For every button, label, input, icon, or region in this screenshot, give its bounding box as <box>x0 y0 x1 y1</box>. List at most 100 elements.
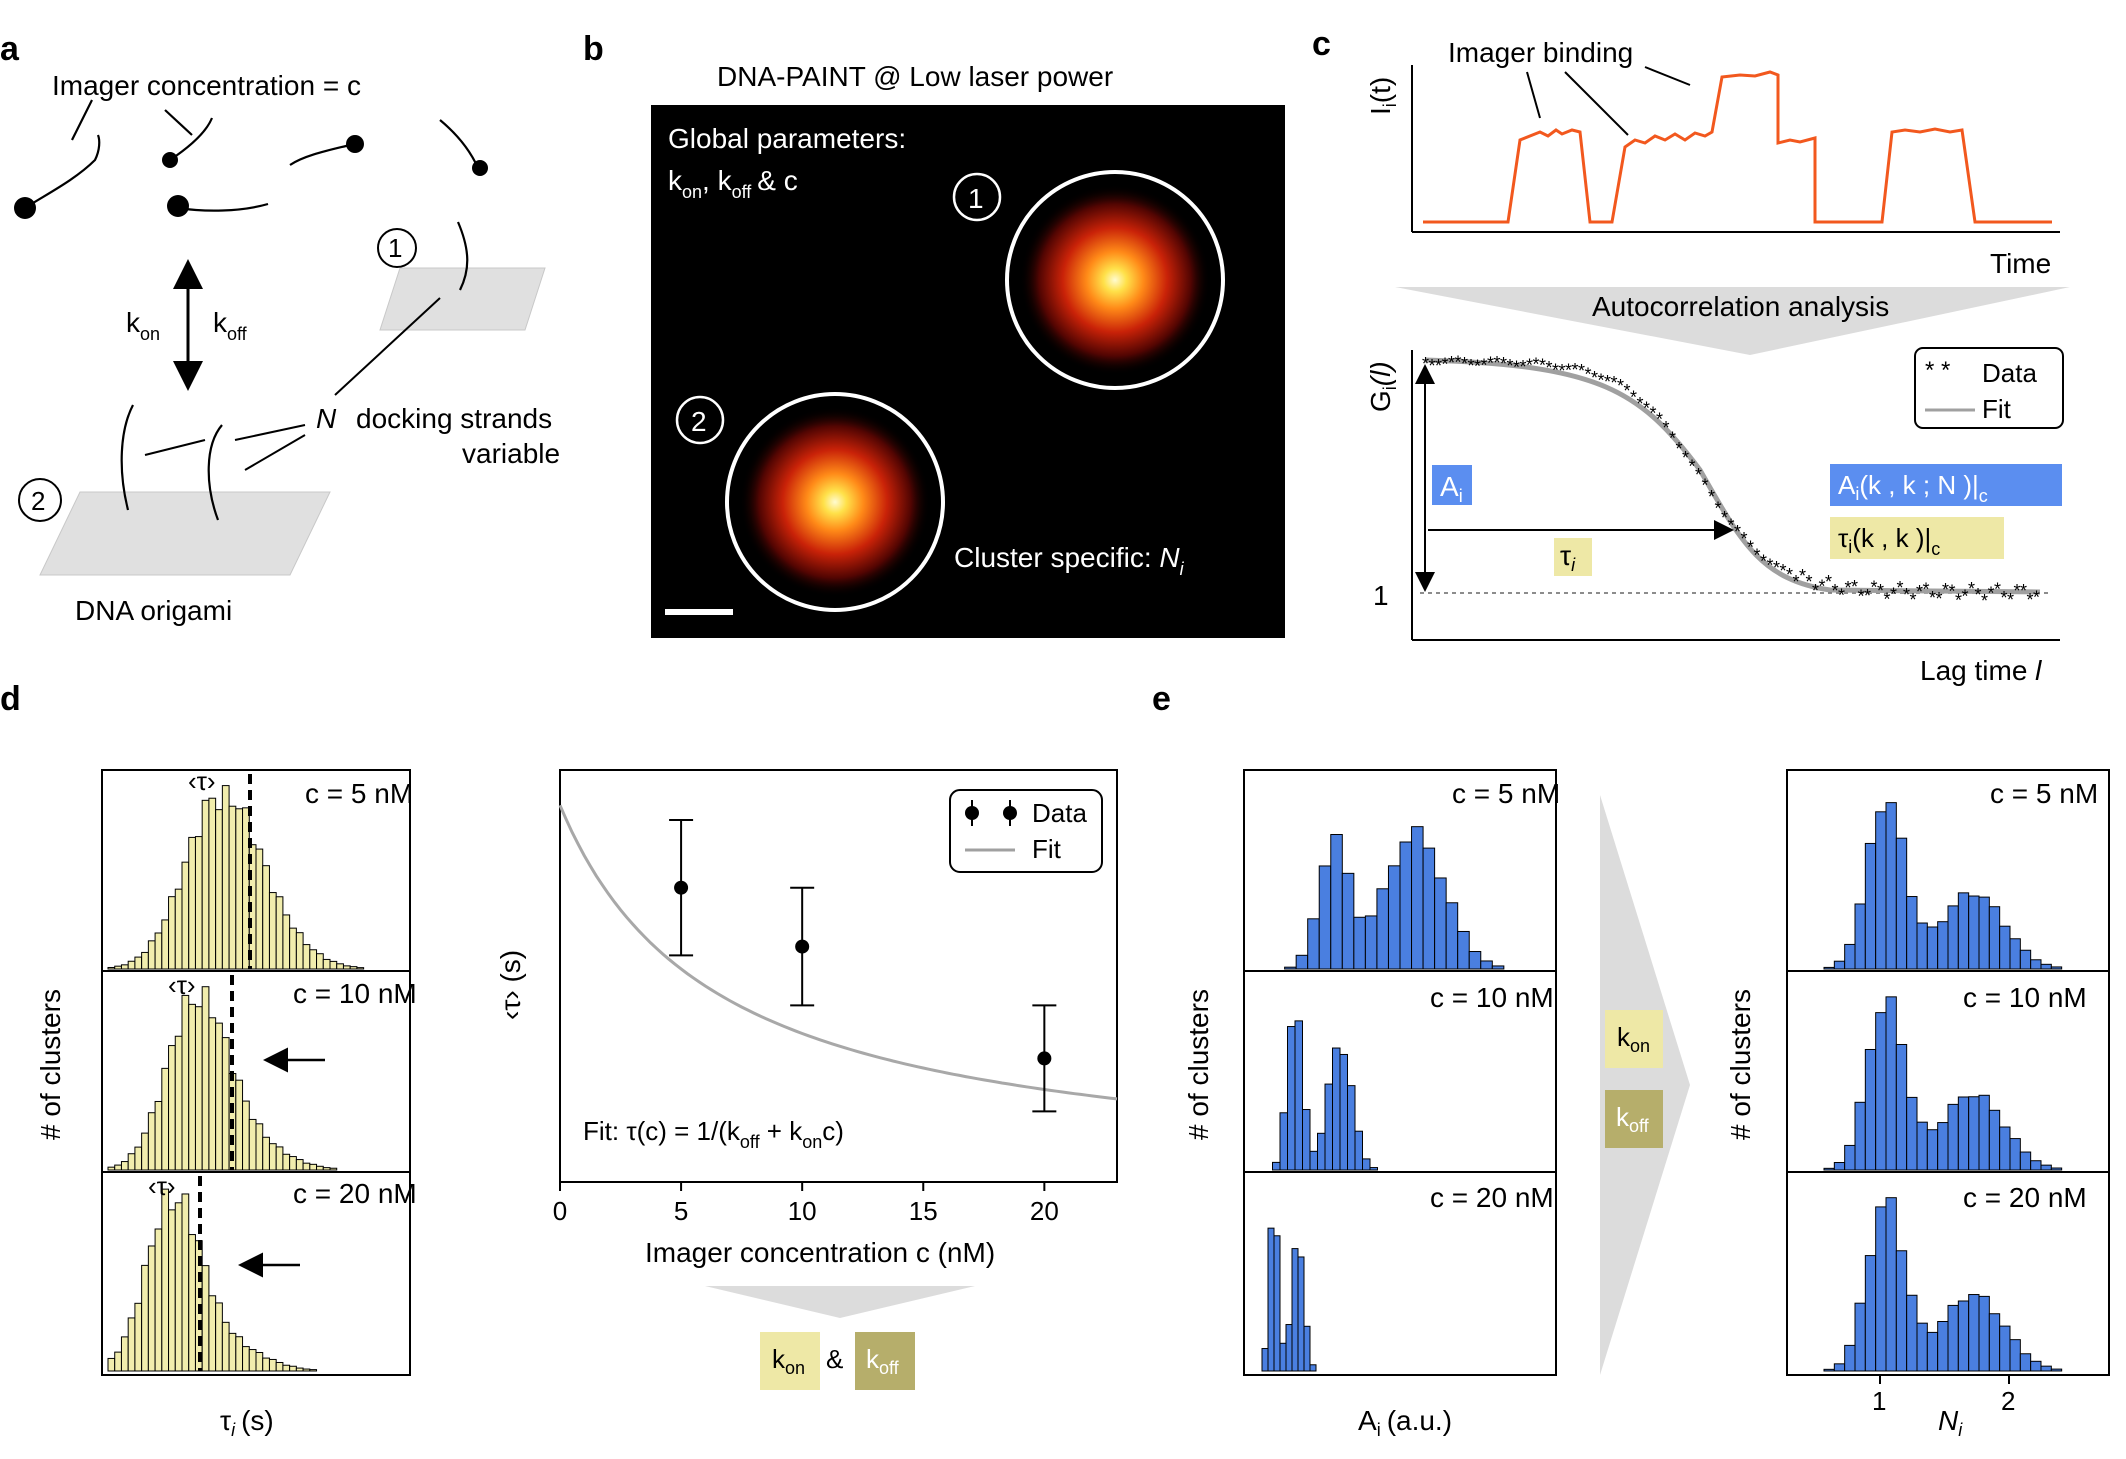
data-star: * <box>1741 529 1748 549</box>
x-tick-label: 20 <box>1030 1196 1059 1226</box>
hist-bar <box>1864 1048 1877 1171</box>
hist-bar <box>1864 1255 1877 1372</box>
hist-bar <box>1895 837 1908 970</box>
hist-bar <box>2019 1353 2032 1372</box>
data-star: * <box>1513 358 1520 378</box>
hist-bar <box>1844 943 1856 970</box>
hist-bar <box>188 1234 196 1372</box>
hist-bar <box>1457 930 1470 970</box>
data-star: * <box>1936 589 1943 609</box>
scatter-ylabel: ‹τ› (s) <box>495 950 526 1020</box>
hist-bar <box>275 896 284 970</box>
hist-bar <box>181 861 190 970</box>
e-left-frame <box>1243 769 1557 1376</box>
hist-bar <box>120 964 129 970</box>
hist-bar <box>141 1132 149 1171</box>
n-tick-1: 1 <box>1872 1386 1886 1416</box>
data-star: * <box>1877 581 1884 601</box>
hist-bar <box>174 1202 183 1372</box>
tau-box <box>1554 538 1592 576</box>
hist-bar <box>1317 1132 1326 1171</box>
hist-bar <box>302 1368 311 1372</box>
data-star: * <box>1929 588 1936 608</box>
hist-bar <box>2019 1151 2032 1171</box>
hist-bar <box>302 944 311 970</box>
d-hist-title-2: c = 10 nM <box>293 978 417 1009</box>
hist-bar <box>194 836 203 970</box>
imager-concentration-label: Imager concentration = c <box>52 70 361 101</box>
x-tick-label: 5 <box>674 1196 688 1226</box>
hist-bar <box>141 951 149 970</box>
hist-bar <box>1297 1256 1305 1372</box>
hist-bar <box>181 1193 190 1372</box>
hist-bar <box>120 1161 129 1171</box>
scatter-legend-fit: Fit <box>1032 834 1062 864</box>
hist-bar <box>329 960 338 970</box>
data-star: * <box>2033 587 2040 607</box>
hist-bar <box>268 892 277 970</box>
g-ylabel: Gi(l) <box>1365 361 1400 412</box>
hist-bar <box>1926 1331 1939 1372</box>
hist-bar <box>309 949 318 970</box>
panel-e: e c = 5 nM c = 10 nM c = 20 nM # of clus… <box>1152 680 2110 1440</box>
hist-bar <box>221 785 230 970</box>
a-formula-box <box>1830 464 2062 506</box>
data-star: * <box>1864 586 1871 606</box>
hist-bar <box>1906 896 1918 970</box>
data-star: * <box>1533 355 1540 375</box>
data-star: * <box>1546 358 1553 378</box>
dna-origami-label: DNA origami <box>75 595 232 626</box>
number-1-text-b: 1 <box>968 183 984 214</box>
data-star: * <box>1812 581 1819 601</box>
hist-bar <box>1833 960 1846 970</box>
data-star: * <box>1442 355 1449 375</box>
hist-bar <box>262 865 270 970</box>
data-star: * <box>1760 552 1767 572</box>
data-star: * <box>1916 582 1923 602</box>
hist-bar <box>295 932 304 970</box>
hist-bar <box>127 1317 136 1372</box>
hist-bar <box>2040 1365 2052 1372</box>
hist-bar <box>154 1100 163 1171</box>
data-point <box>1037 1051 1052 1066</box>
hist-bar <box>268 1358 277 1372</box>
d-xlabel: τi (s) <box>220 1405 274 1440</box>
data-star: * <box>1806 572 1813 592</box>
cluster-specific-label: Cluster specific: Ni <box>954 542 1185 579</box>
hist-bar <box>1354 1130 1363 1171</box>
koff-box-d <box>855 1332 915 1390</box>
hist-bar <box>1332 1047 1341 1171</box>
hist-bar <box>1968 1294 1980 1372</box>
data-point <box>795 939 810 954</box>
hist-bar <box>1978 1295 1990 1372</box>
hist-bar <box>255 848 264 970</box>
kon-d: kon <box>772 1344 805 1378</box>
autocorrelation-arrow <box>1395 287 2070 355</box>
hist-bar <box>349 966 358 970</box>
number-1-text: 1 <box>388 233 402 263</box>
hist-bar <box>1295 954 1309 970</box>
hist-bar <box>322 958 331 970</box>
data-star: * <box>1676 439 1683 459</box>
hist-bar <box>1330 834 1343 970</box>
hist-bar <box>208 1017 217 1171</box>
trace-ylabel: Ii(t) <box>1365 77 1400 115</box>
data-star: * <box>1461 354 1468 374</box>
hist-bar <box>1387 865 1401 970</box>
hist-bar <box>242 1100 250 1171</box>
data-star: * <box>1604 372 1611 392</box>
hist-bar <box>228 1332 237 1372</box>
fluorescence-spot-2 <box>740 407 930 597</box>
hist-bar <box>1875 1012 1887 1171</box>
data-star: * <box>1494 353 1501 373</box>
data-star: * <box>1747 537 1754 557</box>
kon-label: kon <box>126 307 160 344</box>
a-i-label: Ai <box>1440 471 1463 506</box>
hist-bar <box>2009 938 2021 970</box>
data-star: * <box>1786 565 1793 585</box>
hist-bar <box>1376 888 1389 970</box>
hist-bar <box>1324 1083 1333 1171</box>
hist-bar <box>1988 1109 2001 1171</box>
hist-bar <box>1272 1161 1281 1171</box>
hist-bar <box>228 805 237 970</box>
